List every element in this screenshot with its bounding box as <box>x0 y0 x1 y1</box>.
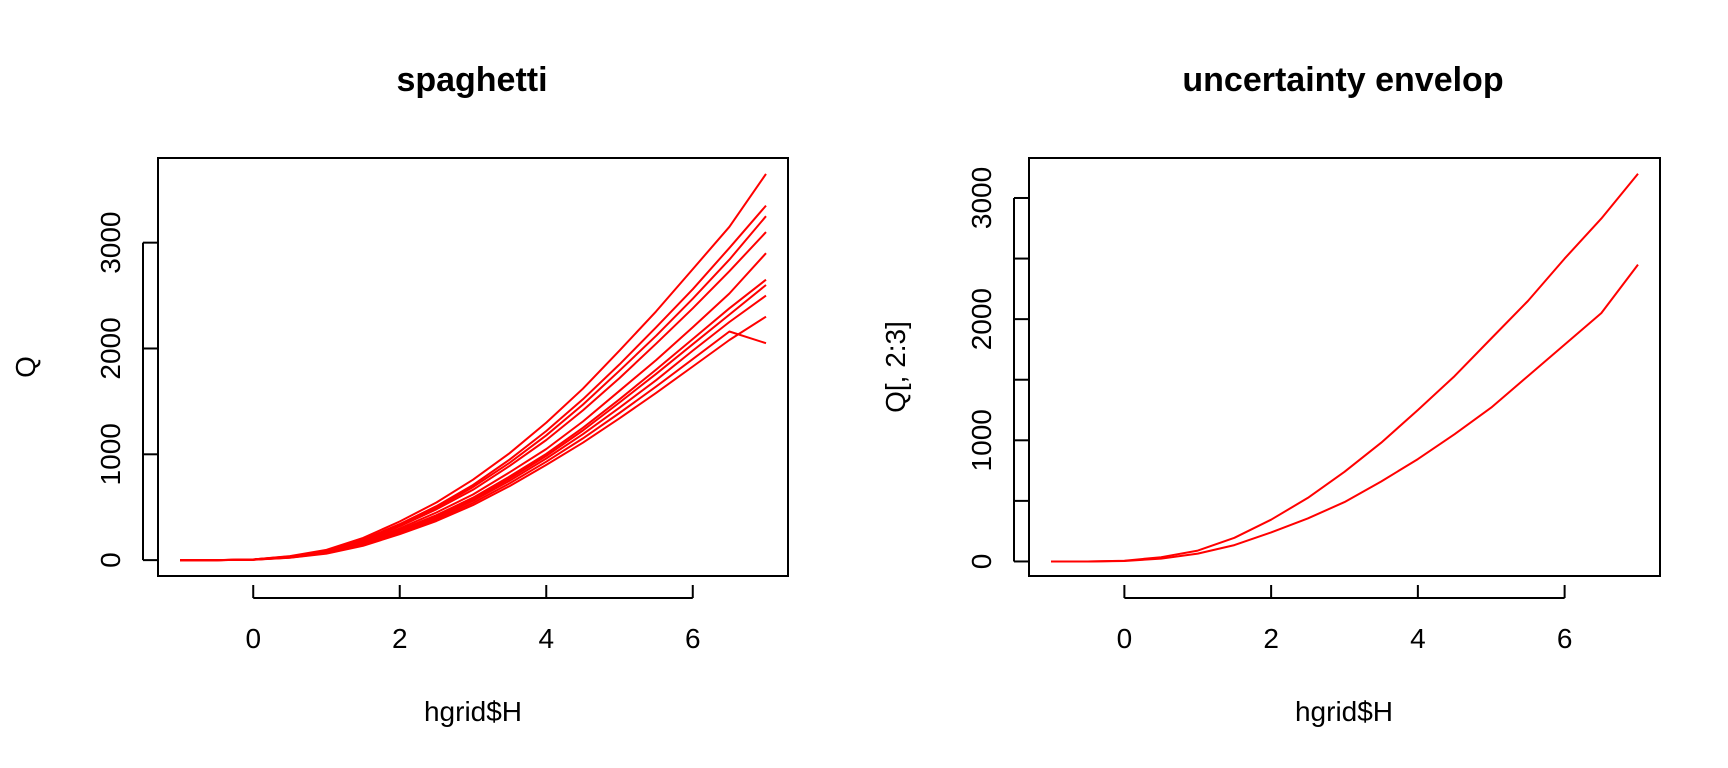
series-line-9 <box>180 215 767 562</box>
series-line-2 <box>1051 263 1639 563</box>
x-axis: 0 2 4 6 <box>1117 585 1573 654</box>
chart-title: spaghetti <box>396 61 547 99</box>
plot-frame <box>1028 157 1661 577</box>
x-tick-label: 0 <box>245 623 261 654</box>
x-axis: 0 2 4 6 <box>245 585 701 654</box>
spaghetti-panel: spaghetti 0 2 4 6 0 1000 2000 3000 hgrid$H Q <box>10 61 789 727</box>
x-axis-label: hgrid$H <box>1295 696 1393 727</box>
series-line-8 <box>180 330 767 562</box>
series-line-4 <box>180 315 767 562</box>
series-line-1 <box>1051 173 1639 563</box>
y-tick-label: 2000 <box>95 317 126 379</box>
series-line-3 <box>180 204 767 562</box>
x-tick-label: 2 <box>392 623 408 654</box>
series-line-10 <box>180 284 767 562</box>
y-tick-label: 2000 <box>966 288 997 350</box>
series-line-7 <box>180 231 767 562</box>
y-axis-label: Q <box>10 356 41 378</box>
x-tick-label: 6 <box>685 623 701 654</box>
y-tick-label: 3000 <box>95 212 126 274</box>
series-lines <box>1051 173 1639 563</box>
x-tick-label: 4 <box>1410 623 1426 654</box>
y-tick-label: 0 <box>95 552 126 568</box>
y-tick-label: 3000 <box>966 167 997 229</box>
y-axis-label: Q[, 2:3] <box>880 321 911 413</box>
y-axis: 0 1000 2000 3000 <box>95 212 158 568</box>
y-tick-label: 1000 <box>95 423 126 485</box>
x-axis-label: hgrid$H <box>424 696 522 727</box>
chart-title: uncertainty envelop <box>1182 61 1503 99</box>
x-tick-label: 2 <box>1263 623 1279 654</box>
x-tick-label: 6 <box>1557 623 1573 654</box>
plot-frame <box>157 157 789 577</box>
series-line-2 <box>180 294 767 562</box>
uncertainty-envelop-panel: uncertainty envelop 0 2 4 6 0 1000 2000 3000 h… <box>880 61 1661 727</box>
x-tick-label: 0 <box>1117 623 1133 654</box>
y-tick-label: 0 <box>966 554 997 570</box>
series-lines <box>180 173 767 562</box>
y-tick-label: 1000 <box>966 409 997 471</box>
y-axis: 0 1000 2000 3000 <box>966 167 1029 569</box>
series-line-1 <box>180 252 767 562</box>
x-tick-label: 4 <box>538 623 554 654</box>
